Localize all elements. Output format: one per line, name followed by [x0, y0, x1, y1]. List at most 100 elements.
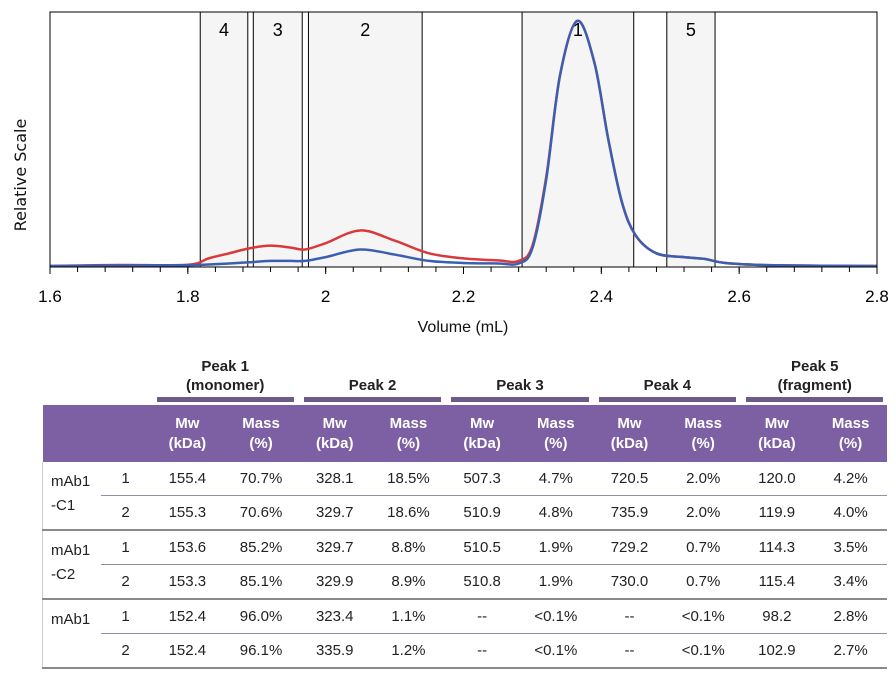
- peak-group-title: Peak 2: [348, 377, 397, 394]
- mw-cell: 335.9: [297, 633, 372, 668]
- x-axis-label: Volume (mL): [418, 319, 509, 336]
- mw-cell: 155.3: [150, 495, 225, 530]
- mw-cell: 510.5: [445, 529, 519, 565]
- results-table-container: Peak 1 (monomer) Peak 2 Peak 3 Peak 4 Peak 5 (…: [42, 350, 888, 669]
- results-table: Peak 1 (monomer) Peak 2 Peak 3 Peak 4 Peak 5 (…: [42, 350, 888, 669]
- mass-cell: 4.2%: [833, 470, 868, 487]
- peak-group-title: Peak 3: [496, 377, 544, 394]
- mw-cell: 152.4: [150, 633, 225, 668]
- mass-cell: 3.4%: [813, 564, 888, 599]
- peak-region-label: 4: [219, 20, 229, 40]
- peak-group-header: Peak 2: [298, 350, 445, 404]
- mass-cell: 2.7%: [813, 633, 888, 668]
- peak-region-1: [521, 11, 635, 268]
- mass-cell: <0.1%: [666, 598, 741, 634]
- mw-cell: 323.4: [297, 598, 372, 634]
- mw-cell: --: [445, 598, 519, 634]
- peak-region-2: [307, 11, 423, 268]
- mass-cell: 2.0%: [666, 495, 741, 530]
- mass-cell: 4.0%: [813, 495, 888, 530]
- mass-cell: 96.1%: [224, 633, 298, 668]
- mw-cell: 155.4: [168, 470, 207, 487]
- x-tick-label: 2.8: [865, 287, 889, 306]
- mass-cell: 70.7%: [239, 470, 283, 487]
- x-axis: 1.6 1.8 2 2.2 2.4 2.6 2.8: [38, 267, 889, 306]
- mass-cell: 3.5%: [813, 529, 888, 565]
- x-tick-label: 2.4: [590, 287, 614, 306]
- mw-column-header: Mw (kDa): [592, 402, 667, 462]
- mw-cell: 730.0: [592, 564, 667, 599]
- mass-cell: 1.9%: [518, 529, 593, 565]
- table-row: mAb1 -C1 1 155.4 70.7% 328.1 18.5% 507.3 4.7% 720…: [42, 462, 888, 530]
- mass-cell: 70.6%: [224, 495, 298, 530]
- replicate-number: 1: [100, 529, 151, 565]
- mw-cell: 102.9: [740, 633, 814, 668]
- mw-column-header: Mw (kDa): [445, 402, 519, 462]
- peak-region-label: 2: [360, 20, 370, 40]
- peak-group-header-row: Peak 1 (monomer) Peak 2 Peak 3 Peak 4 Peak 5 (…: [43, 350, 888, 404]
- mass-cell: 85.1%: [224, 564, 298, 599]
- peak-group-header: Peak 5 (fragment): [740, 350, 887, 404]
- peak-region-4: [199, 11, 249, 268]
- peak-group-subtitle: (fragment): [777, 377, 852, 394]
- mw-cell: 120.0: [758, 470, 796, 487]
- replicate-number: 2: [100, 633, 151, 668]
- mass-cell: 0.7%: [666, 529, 741, 565]
- mass-cell: 18.5%: [387, 470, 430, 487]
- sample-label: mAb1: [42, 598, 101, 668]
- table-row: mAb1 1 152.4 96.0% 323.4 1.1% -- <0.1% -- <0.1% 98…: [42, 598, 888, 668]
- peak-group-header: Peak 1 (monomer): [151, 350, 298, 404]
- table-row: 2 153.3 85.1% 329.9 8.9% 510.8 1.9% 730.0 0.7% 11…: [43, 564, 888, 599]
- peak-group-title: Peak 5: [790, 358, 839, 375]
- mass-cell: 2.0%: [686, 470, 721, 487]
- replicate-number: 1: [100, 598, 151, 634]
- mw-column-header: Mw (kDa): [150, 402, 225, 462]
- mw-cell: 114.3: [740, 529, 814, 565]
- series-line-blue: [49, 19, 878, 268]
- mass-cell: <0.1%: [518, 633, 593, 668]
- mw-cell: 98.2: [740, 598, 814, 634]
- mass-cell: 4.8%: [518, 495, 593, 530]
- mw-cell: 510.9: [445, 495, 519, 530]
- x-tick-label: 2.2: [452, 287, 476, 306]
- x-tick-label: 1.6: [38, 287, 62, 306]
- mw-cell: 329.9: [297, 564, 372, 599]
- mass-column-header: Mass (%): [518, 402, 593, 462]
- peak-region-label: 3: [273, 20, 283, 40]
- peak-group-title: Peak 1: [201, 358, 249, 375]
- mass-cell: 1.2%: [371, 633, 446, 668]
- replicate-number: 2: [100, 495, 151, 530]
- series-line-red: [49, 19, 878, 268]
- mw-cell: 152.4: [150, 598, 225, 634]
- mass-cell: 18.6%: [371, 495, 446, 530]
- mass-column-header: Mass (%): [371, 402, 446, 462]
- peak-region-3: [252, 11, 303, 268]
- mass-cell: <0.1%: [518, 598, 593, 634]
- x-tick-label: 2.6: [727, 287, 751, 306]
- mw-cell: 510.8: [445, 564, 519, 599]
- mw-cell: 328.1: [315, 470, 354, 487]
- mw-cell: 720.5: [610, 470, 649, 487]
- mass-cell: 2.8%: [813, 598, 888, 634]
- mass-column-header: Mass (%): [224, 402, 298, 462]
- mass-cell: 1.1%: [371, 598, 446, 634]
- mw-cell: --: [592, 633, 667, 668]
- peak-region-label: 5: [686, 20, 696, 40]
- mass-cell: 0.7%: [666, 564, 741, 599]
- mw-cell: 507.3: [463, 470, 501, 487]
- column-header-row: Mw (kDa) Mass (%) Mw (kDa) Mass (%) Mw (kDa) Mass(…: [42, 402, 888, 462]
- mass-column-header: Mass (%): [666, 402, 741, 462]
- mass-cell: 8.9%: [371, 564, 446, 599]
- mw-cell: 735.9: [592, 495, 667, 530]
- peak-regions: 4 3 2 1 5: [199, 11, 716, 268]
- mw-column-header: Mw (kDa): [740, 402, 814, 462]
- mw-cell: --: [445, 633, 519, 668]
- chromatogram-chart: 4 3 2 1 5 1.6 1.8 2 2.2 2.4 2.6 2.8 Relative Scale…: [11, 11, 889, 336]
- peak-group-header: Peak 3: [445, 350, 592, 404]
- mass-cell: 8.8%: [371, 529, 446, 565]
- mass-column-header: Mass (%): [813, 402, 888, 462]
- mass-cell: 4.7%: [538, 470, 573, 487]
- mass-cell: 85.2%: [224, 529, 298, 565]
- peak-region-label: 1: [573, 20, 583, 40]
- table-row: 2 155.3 70.6% 329.7 18.6% 510.9 4.8% 735.9 2.0% 1…: [43, 495, 888, 530]
